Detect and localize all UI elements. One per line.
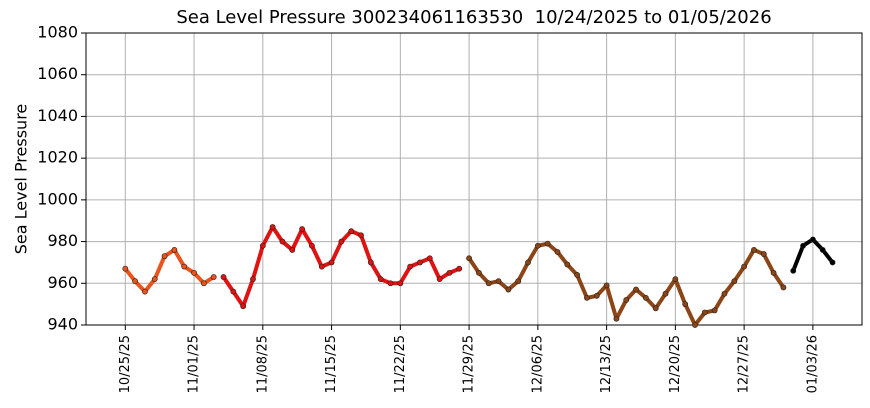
data-point (623, 297, 630, 303)
data-point (593, 292, 600, 299)
data-point (387, 280, 394, 287)
data-point (417, 259, 423, 266)
data-point (279, 238, 286, 245)
data-point (122, 265, 129, 272)
data-point (269, 224, 276, 230)
data-point (603, 282, 610, 289)
y-tick-label: 940 (47, 315, 78, 334)
y-axis-label: Sea Level Pressure (12, 104, 31, 255)
data-point (682, 301, 689, 308)
data-point (151, 276, 158, 283)
data-point (829, 259, 836, 266)
chart-title: Sea Level Pressure 300234061163530 10/24… (176, 7, 771, 28)
data-point (495, 278, 502, 285)
data-point (240, 303, 247, 310)
data-point (554, 249, 561, 255)
data-point (564, 261, 571, 268)
data-point (721, 290, 728, 297)
y-tick-label: 1040 (37, 106, 78, 125)
data-point (662, 290, 669, 297)
data-point (338, 238, 345, 245)
data-point (200, 280, 207, 287)
x-tick-label: 11/29/25 (462, 335, 477, 393)
data-point (191, 269, 197, 276)
data-point (220, 274, 227, 280)
series-line (467, 241, 786, 327)
data-point (358, 232, 364, 239)
data-point (161, 253, 168, 260)
data-point (760, 251, 767, 257)
x-tick-label: 10/25/25 (118, 335, 133, 393)
data-point (613, 315, 620, 322)
data-point (485, 280, 492, 287)
data-point (672, 276, 679, 283)
data-point (515, 278, 522, 285)
data-point (741, 263, 748, 270)
x-tick-label: 12/13/25 (599, 335, 614, 393)
plot-area (122, 224, 836, 328)
data-point (780, 284, 787, 291)
x-tick-label: 01/03/26 (805, 335, 820, 393)
series-line (123, 247, 215, 294)
y-tick-label: 980 (47, 231, 78, 250)
x-tick-label: 11/01/25 (187, 335, 202, 393)
data-point (397, 280, 404, 287)
y-tick-label: 960 (47, 273, 78, 292)
data-point (525, 259, 531, 266)
x-tick-label: 11/22/25 (393, 335, 408, 393)
x-tick-label: 11/08/25 (255, 335, 270, 393)
data-point (584, 294, 590, 301)
data-point (446, 269, 453, 276)
data-point (348, 228, 355, 235)
data-point (633, 286, 639, 293)
x-tick-label: 12/27/25 (737, 335, 752, 393)
data-point (692, 322, 698, 328)
data-point (426, 255, 433, 262)
data-point (731, 278, 738, 285)
data-point (652, 305, 659, 312)
data-point (309, 242, 315, 249)
data-point (318, 263, 325, 270)
data-point (171, 247, 178, 253)
x-tick-label: 11/15/25 (324, 335, 339, 393)
y-tick-label: 1080 (37, 23, 78, 42)
data-point (751, 247, 757, 253)
data-point (210, 274, 217, 280)
plot-frame (85, 32, 863, 326)
data-point (250, 276, 256, 283)
y-tick-label: 1060 (37, 64, 78, 83)
data-point (809, 236, 816, 243)
data-point (377, 276, 384, 283)
data-point (505, 286, 512, 293)
data-point (642, 294, 649, 301)
data-point (328, 259, 335, 266)
y-tick-label: 1020 (37, 148, 78, 167)
data-point (790, 267, 797, 274)
data-point (181, 263, 188, 270)
x-tick-label: 12/20/25 (668, 335, 683, 393)
data-point (436, 276, 443, 283)
x-tick-label: 12/06/25 (530, 335, 545, 393)
data-point (456, 265, 463, 272)
data-point (142, 288, 148, 295)
data-point (407, 263, 414, 270)
data-point (259, 242, 266, 249)
data-point (476, 269, 482, 276)
data-point (574, 272, 581, 278)
data-point (132, 278, 139, 285)
data-point (534, 242, 541, 249)
data-point (466, 255, 472, 262)
data-point (800, 242, 806, 249)
data-point (819, 247, 826, 253)
data-point (299, 226, 306, 232)
data-point (711, 307, 718, 314)
y-tick-label: 1000 (37, 189, 78, 208)
data-point (230, 288, 237, 295)
data-point (367, 259, 374, 266)
data-point (701, 309, 708, 316)
data-point (770, 269, 777, 276)
data-point (544, 240, 551, 247)
data-point (289, 247, 296, 253)
